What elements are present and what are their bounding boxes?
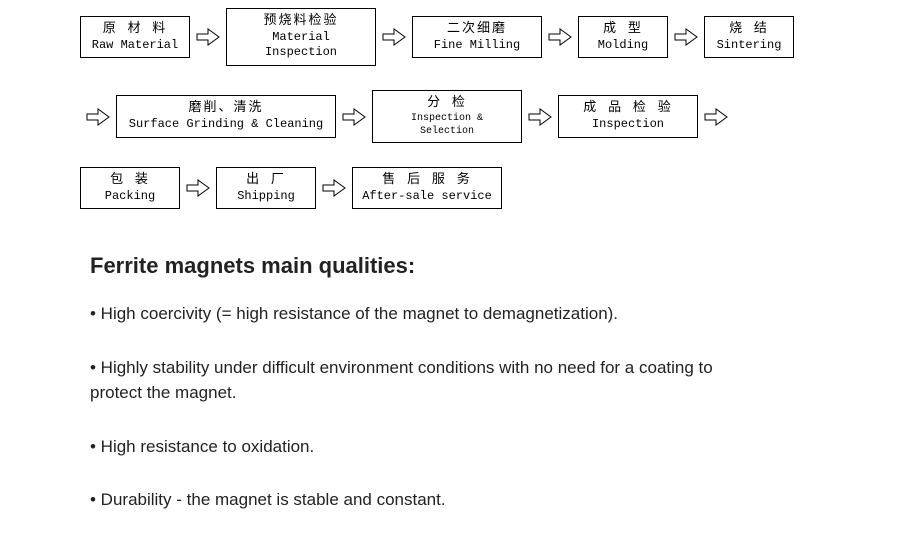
flow-row: 原 材 料Raw Material 预烧料检验Material Inspecti…: [80, 8, 829, 66]
bullet-item: • Highly stability under difficult envir…: [90, 355, 730, 406]
flow-box-label-cn: 包 装: [89, 172, 171, 189]
flow-box: 原 材 料Raw Material: [80, 16, 190, 58]
flow-box-label-cn: 成 品 检 验: [567, 100, 689, 117]
flow-box-label-en: Inspection & Selection: [381, 112, 513, 138]
flow-box-label-en: Surface Grinding & Cleaning: [125, 117, 327, 133]
flowchart-container: 原 材 料Raw Material 预烧料检验Material Inspecti…: [0, 0, 909, 209]
arrow-right-icon: [704, 106, 728, 128]
flow-box-label-cn: 磨削、清洗: [125, 100, 327, 117]
flow-box-label-cn: 烧 结: [713, 21, 785, 38]
flow-box-label-en: Sintering: [713, 38, 785, 54]
flow-box-label-cn: 预烧料检验: [235, 13, 367, 30]
flow-box-label-en: Shipping: [225, 189, 307, 205]
flow-box-label-en: Raw Material: [89, 38, 181, 54]
arrow-right-icon: [382, 26, 406, 48]
flow-box: 包 装Packing: [80, 167, 180, 209]
flow-box: 出 厂Shipping: [216, 167, 316, 209]
text-section: Ferrite magnets main qualities: • High c…: [0, 233, 909, 551]
arrow-right-icon: [528, 106, 552, 128]
flow-box: 售 后 服 务After-sale service: [352, 167, 502, 209]
flow-box: 磨削、清洗Surface Grinding & Cleaning: [116, 95, 336, 137]
flow-box: 预烧料检验Material Inspection: [226, 8, 376, 66]
flow-row: 磨削、清洗Surface Grinding & Cleaning 分 检Insp…: [80, 90, 829, 143]
flow-box: 分 检Inspection & Selection: [372, 90, 522, 143]
flow-box: 烧 结Sintering: [704, 16, 794, 58]
flow-box: 成 型Molding: [578, 16, 668, 58]
arrow-right-icon: [674, 26, 698, 48]
arrow-right-icon: [86, 106, 110, 128]
flow-box-label-cn: 原 材 料: [89, 21, 181, 38]
flow-box: 成 品 检 验Inspection: [558, 95, 698, 137]
flow-box-label-en: Material Inspection: [235, 30, 367, 61]
flow-box-label-en: Molding: [587, 38, 659, 54]
flow-box-label-cn: 出 厂: [225, 172, 307, 189]
arrow-right-icon: [342, 106, 366, 128]
flow-box-label-en: Packing: [89, 189, 171, 205]
arrow-right-icon: [196, 26, 220, 48]
arrow-right-icon: [548, 26, 572, 48]
arrow-right-icon: [322, 177, 346, 199]
flow-box-label-cn: 成 型: [587, 21, 659, 38]
flow-box-label-en: Inspection: [567, 117, 689, 133]
flow-box-label-cn: 分 检: [381, 95, 513, 112]
bullet-item: • Durability - the magnet is stable and …: [90, 487, 730, 513]
flow-box: 二次细磨Fine Milling: [412, 16, 542, 58]
qualities-heading: Ferrite magnets main qualities:: [90, 253, 819, 279]
flow-box-label-cn: 二次细磨: [421, 21, 533, 38]
bullet-item: • High coercivity (= high resistance of …: [90, 301, 730, 327]
flow-box-label-cn: 售 后 服 务: [361, 172, 493, 189]
flow-box-label-en: Fine Milling: [421, 38, 533, 54]
flow-box-label-en: After-sale service: [361, 189, 493, 205]
arrow-right-icon: [186, 177, 210, 199]
flow-row: 包 装Packing 出 厂Shipping 售 后 服 务After-sale…: [80, 167, 829, 209]
bullet-item: • High resistance to oxidation.: [90, 434, 730, 460]
